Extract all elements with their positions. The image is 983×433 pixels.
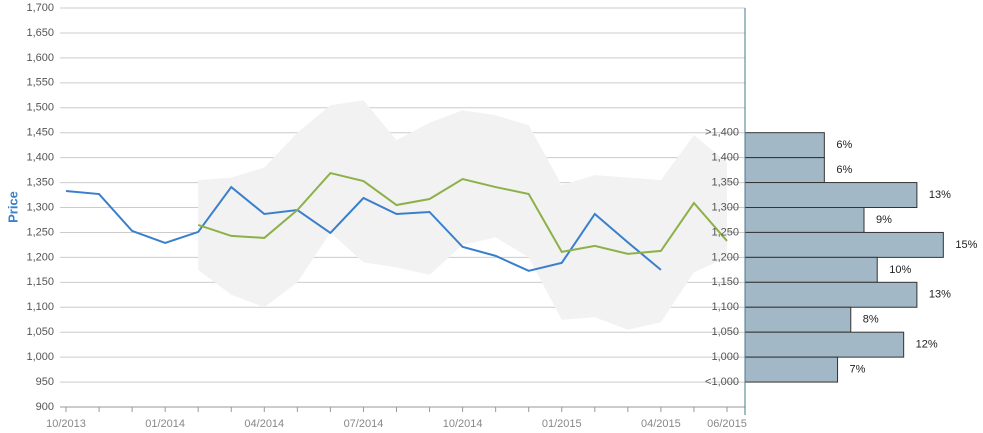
bin-label: 1,250 xyxy=(711,226,739,238)
y-tick-label: 1,200 xyxy=(26,251,54,263)
y-tick-label: 1,550 xyxy=(26,77,54,89)
bin-label: 1,300 xyxy=(711,201,739,213)
bar-label: 13% xyxy=(929,189,951,201)
bin-label: 1,150 xyxy=(711,276,739,288)
x-tick-label: 06/2015 xyxy=(707,418,747,430)
price-line xyxy=(197,171,728,255)
x-tick-label: 01/2015 xyxy=(542,418,582,430)
bar-label: 8% xyxy=(863,314,879,326)
histogram-bar xyxy=(744,132,825,159)
y-tick-label: 1,000 xyxy=(26,351,54,363)
y-tick-label: 1,500 xyxy=(26,102,54,114)
bar-label: 7% xyxy=(850,364,866,376)
bin-label: 1,050 xyxy=(711,326,739,338)
y-tick-label: 1,600 xyxy=(26,52,54,64)
histogram-bar xyxy=(744,207,865,233)
y-axis-label: Price xyxy=(5,191,20,223)
forecast-band xyxy=(198,100,727,330)
y-tick-label: 1,100 xyxy=(26,301,54,313)
price-line xyxy=(65,185,662,272)
bar-label: 12% xyxy=(916,339,938,351)
histogram-bar xyxy=(744,306,852,333)
histogram-bar xyxy=(744,356,839,383)
x-tick-label: 10/2013 xyxy=(46,418,86,430)
bin-label: 1,100 xyxy=(711,301,739,313)
bar-label: 6% xyxy=(836,139,852,151)
y-tick-label: 1,250 xyxy=(26,226,54,238)
bar-label: 6% xyxy=(836,164,852,176)
y-tick-label: 1,450 xyxy=(26,127,54,139)
histogram-bar xyxy=(744,281,918,308)
bar-label: 15% xyxy=(955,239,977,251)
x-tick-label: 07/2014 xyxy=(344,418,384,430)
y-tick-label: 1,350 xyxy=(26,176,54,188)
x-tick-label: 01/2014 xyxy=(145,418,185,430)
y-tick-label: 1,400 xyxy=(26,152,54,164)
histogram-bar xyxy=(744,331,905,358)
y-tick-label: 900 xyxy=(36,401,54,413)
histogram-bar xyxy=(744,256,878,283)
y-tick-label: 950 xyxy=(36,376,54,388)
x-tick-label: 10/2014 xyxy=(443,418,483,430)
y-tick-label: 1,700 xyxy=(26,2,54,14)
bar-label: 9% xyxy=(876,214,892,226)
y-tick-label: 1,650 xyxy=(26,27,54,39)
bin-label: 1,200 xyxy=(711,251,739,263)
y-tick-label: 1,300 xyxy=(26,201,54,213)
y-tick-label: 1,150 xyxy=(26,276,54,288)
histogram-bar xyxy=(744,231,944,258)
x-tick-label: 04/2014 xyxy=(244,418,284,430)
bar-label: 13% xyxy=(929,289,951,301)
x-tick-label: 04/2015 xyxy=(641,418,681,430)
bin-label: 1,400 xyxy=(711,152,739,164)
bin-label: 1,000 xyxy=(711,351,739,363)
bin-label: <1,000 xyxy=(705,376,739,388)
histogram-bar xyxy=(744,157,825,184)
histogram-bar xyxy=(744,182,918,208)
bar-label: 10% xyxy=(889,264,911,276)
bin-label: 1,350 xyxy=(711,176,739,188)
y-tick-label: 1,050 xyxy=(26,326,54,338)
bin-label: >1,400 xyxy=(705,127,739,139)
